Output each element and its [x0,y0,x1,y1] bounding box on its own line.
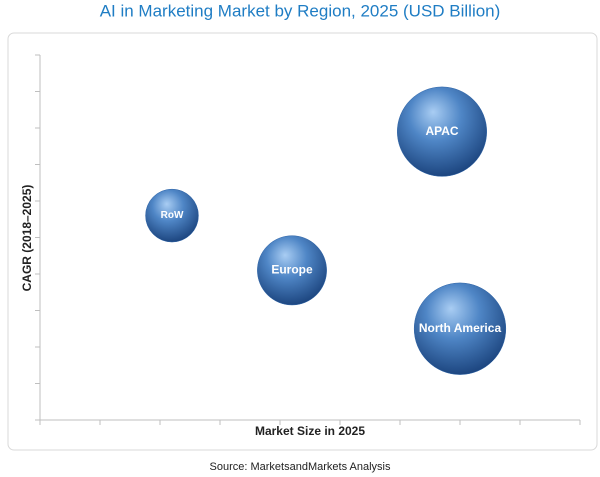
bubble [257,235,327,306]
y-axis-label: CAGR (2018–2025) [20,185,34,292]
bubble-label: APAC [425,124,458,138]
x-axis-label: Market Size in 2025 [255,424,365,438]
bubble [145,188,199,243]
bubble-label: RoW [161,210,184,221]
bubble [413,282,507,375]
chart-frame [7,32,598,451]
chart-title: AI in Marketing Market by Region, 2025 (… [100,1,501,20]
bubble [397,86,487,177]
bubble-label: North America [419,321,502,335]
source-note: Source: MarketsandMarkets Analysis [210,461,391,473]
bubble-label: Europe [271,263,313,277]
